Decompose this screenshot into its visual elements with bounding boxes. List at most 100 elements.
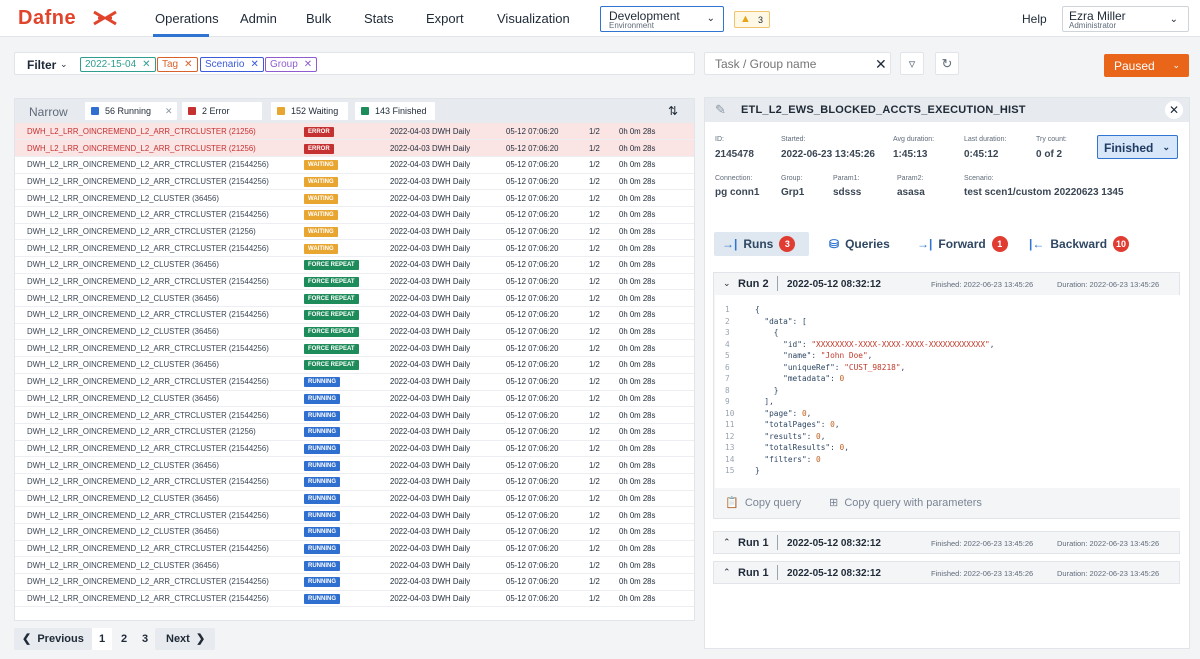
table-row[interactable]: DWH_L2_LRR_OINCREMEND_L2_CLUSTER (36456)… (15, 356, 694, 374)
filter-funnel-button[interactable]: ▿ (900, 52, 924, 75)
table-row[interactable]: DWH_L2_LRR_OINCREMEND_L2_CLUSTER (36456)… (15, 189, 694, 207)
run-state-dropdown[interactable]: Paused ⌄ (1104, 54, 1189, 77)
sort-icon[interactable]: ⇅ (668, 104, 679, 118)
run-duration: Duration: 2022-06-23 13:45:26 (1057, 280, 1160, 289)
edit-icon[interactable]: ✎ (715, 102, 726, 117)
nav-visualization[interactable]: Visualization (497, 11, 570, 26)
table-row[interactable]: DWH_L2_LRR_OINCREMEND_L2_CLUSTER (36456)… (15, 289, 694, 308)
table-row[interactable]: DWH_L2_LRR_OINCREMEND_L2_CLUSTER (36456)… (15, 490, 694, 508)
code-line: { (755, 305, 760, 314)
warnings-badge[interactable]: ▲ 3 (734, 11, 770, 28)
table-row[interactable]: DWH_L2_LRR_OINCREMEND_L2_ARR_CTRCLUSTER … (15, 139, 694, 157)
page-3[interactable]: 3 (141, 633, 149, 645)
task-status-dropdown[interactable]: Finished ⌄ (1097, 135, 1178, 159)
table-row[interactable]: DWH_L2_LRR_OINCREMEND_L2_ARR_CTRCLUSTER … (15, 123, 694, 141)
table-row[interactable]: DWH_L2_LRR_OINCREMEND_L2_ARR_CTRCLUSTER … (15, 440, 694, 458)
table-row[interactable]: DWH_L2_LRR_OINCREMEND_L2_CLUSTER (36456)… (15, 523, 694, 541)
task-status-cell: RUNNING (292, 590, 390, 608)
stat-waiting[interactable]: 152 Waiting (271, 102, 348, 120)
nav-operations[interactable]: Operations (155, 11, 219, 26)
task-duration: 0h 0m 28s (619, 123, 694, 141)
table-row[interactable]: DWH_L2_LRR_OINCREMEND_L2_ARR_CTRCLUSTER … (15, 423, 694, 441)
app-logo[interactable]: Dafne (18, 7, 77, 29)
table-row[interactable]: DWH_L2_LRR_OINCREMEND_L2_ARR_CTRCLUSTER … (15, 173, 694, 191)
detail-header: ✎ ETL_L2_EWS_BLOCKED_ACCTS_EXECUTION_HIS… (705, 98, 1189, 122)
page-1[interactable]: 1 (92, 628, 112, 650)
table-row[interactable]: DWH_L2_LRR_OINCREMEND_L2_CLUSTER (36456)… (15, 323, 694, 341)
filter-toggle[interactable]: Filter (27, 58, 57, 72)
table-row[interactable]: DWH_L2_LRR_OINCREMEND_L2_ARR_CTRCLUSTER … (15, 156, 694, 174)
table-row[interactable]: DWH_L2_LRR_OINCREMEND_L2_ARR_CTRCLUSTER … (15, 339, 694, 358)
refresh-button[interactable]: ↻ (935, 52, 959, 75)
table-row[interactable]: DWH_L2_LRR_OINCREMEND_L2_CLUSTER (36456)… (15, 556, 694, 575)
stat-error[interactable]: 2 Error (182, 102, 262, 120)
run-header[interactable]: ⌄ Run 2 2022-05-12 08:32:12 Finished: 20… (714, 273, 1179, 295)
help-link[interactable]: Help (1022, 12, 1047, 26)
run-card-collapsed[interactable]: ⌃ Run 1 2022-05-12 08:32:12 Finished: 20… (713, 561, 1180, 584)
filter-chip-group[interactable]: Group ✕ (265, 57, 318, 72)
task-time: 05-12 07:06:20 (506, 223, 589, 241)
task-name: DWH_L2_LRR_OINCREMEND_L2_ARR_CTRCLUSTER … (15, 506, 292, 524)
user-menu[interactable]: Ezra Miller Administrator ⌄ (1062, 6, 1189, 32)
close-icon[interactable]: ✕ (142, 59, 151, 70)
task-time: 05-12 07:06:20 (506, 390, 589, 408)
table-row[interactable]: DWH_L2_LRR_OINCREMEND_L2_ARR_CTRCLUSTER … (15, 373, 694, 391)
table-row[interactable]: DWH_L2_LRR_OINCREMEND_L2_ARR_CTRCLUSTER … (15, 273, 694, 291)
clear-search-icon[interactable]: ✕ (875, 56, 887, 72)
table-row[interactable]: DWH_L2_LRR_OINCREMEND_L2_ARR_CTRCLUSTER … (15, 573, 694, 591)
task-status-cell: WAITING (292, 189, 390, 207)
close-icon[interactable]: ✕ (165, 106, 173, 116)
nav-export[interactable]: Export (426, 11, 464, 26)
table-row[interactable]: DWH_L2_LRR_OINCREMEND_L2_ARR_CTRCLUSTER … (15, 473, 694, 491)
narrow-toggle[interactable]: Narrow (29, 105, 68, 119)
table-row[interactable]: DWH_L2_LRR_OINCREMEND_L2_ARR_CTRCLUSTER … (15, 223, 694, 241)
table-row[interactable]: DWH_L2_LRR_OINCREMEND_L2_ARR_CTRCLUSTER … (15, 590, 694, 608)
environment-select[interactable]: Development Environment ⌄ (600, 6, 724, 32)
copy-query-button[interactable]: 📋 Copy query (725, 496, 801, 509)
close-icon[interactable]: ✕ (1165, 101, 1183, 119)
tab-queries[interactable]: ⛁ Queries (829, 232, 890, 256)
table-row[interactable]: DWH_L2_LRR_OINCREMEND_L2_ARR_CTRCLUSTER … (15, 406, 694, 424)
filter-chip-scenario[interactable]: Scenario ✕ (200, 57, 264, 72)
task-schedule: 2022-04-03 DWH Daily (390, 239, 506, 257)
nav-stats[interactable]: Stats (364, 11, 394, 26)
status-badge: RUNNING (304, 393, 340, 404)
close-icon[interactable]: ✕ (303, 59, 313, 70)
tab-runs[interactable]: →| Runs 3 (714, 232, 809, 256)
table-row[interactable]: DWH_L2_LRR_OINCREMEND_L2_CLUSTER (36456)… (15, 390, 694, 408)
table-row[interactable]: DWH_L2_LRR_OINCREMEND_L2_CLUSTER (36456)… (15, 256, 694, 274)
nav-bulk[interactable]: Bulk (306, 11, 332, 26)
run-header[interactable]: ⌃ Run 1 2022-05-12 08:32:12 Finished: 20… (714, 562, 1179, 584)
filter-chip-tag[interactable]: Tag ✕ (157, 57, 198, 72)
tab-forward[interactable]: →| Forward 1 (917, 232, 1008, 256)
copy-query-params-button[interactable]: ⊞ Copy query with parameters (829, 496, 982, 509)
task-time: 05-12 07:06:20 (506, 373, 589, 391)
nav-admin[interactable]: Admin (240, 11, 277, 26)
filter-chip-date[interactable]: 2022-15-04 ✕ (80, 57, 156, 72)
stat-finished[interactable]: 143 Finished (355, 102, 435, 120)
tab-backward[interactable]: |← Backward 10 (1029, 232, 1130, 256)
table-row[interactable]: DWH_L2_LRR_OINCREMEND_L2_CLUSTER (36456)… (15, 456, 694, 474)
stat-running[interactable]: 56 Running ✕ (85, 102, 177, 120)
table-row[interactable]: DWH_L2_LRR_OINCREMEND_L2_ARR_CTRCLUSTER … (15, 506, 694, 524)
chevron-down-icon[interactable]: ⌄ (60, 59, 68, 69)
table-row[interactable]: DWH_L2_LRR_OINCREMEND_L2_ARR_CTRCLUSTER … (15, 206, 694, 224)
warning-icon: ▲ (740, 13, 751, 25)
table-row[interactable]: DWH_L2_LRR_OINCREMEND_L2_ARR_CTRCLUSTER … (15, 239, 694, 257)
field-label: Param1: (833, 175, 860, 182)
next-button[interactable]: Next ❯ (155, 628, 215, 650)
close-icon[interactable]: ✕ (184, 59, 193, 70)
table-row[interactable]: DWH_L2_LRR_OINCREMEND_L2_ARR_CTRCLUSTER … (15, 306, 694, 324)
task-search-input[interactable] (705, 53, 865, 74)
status-badge: WAITING (304, 160, 338, 171)
task-name: DWH_L2_LRR_OINCREMEND_L2_ARR_CTRCLUSTER … (15, 573, 292, 591)
page-2[interactable]: 2 (120, 633, 128, 645)
status-badge: RUNNING (304, 477, 340, 488)
close-icon[interactable]: ✕ (250, 59, 259, 70)
previous-button[interactable]: ❮ Previous (14, 628, 92, 650)
run-card-collapsed[interactable]: ⌃ Run 1 2022-05-12 08:32:12 Finished: 20… (713, 531, 1180, 554)
table-row[interactable]: DWH_L2_LRR_OINCREMEND_L2_ARR_CTRCLUSTER … (15, 540, 694, 558)
task-status-cell: RUNNING (292, 423, 390, 441)
task-status-cell: RUNNING (292, 523, 390, 541)
run-header[interactable]: ⌃ Run 1 2022-05-12 08:32:12 Finished: 20… (714, 532, 1179, 554)
